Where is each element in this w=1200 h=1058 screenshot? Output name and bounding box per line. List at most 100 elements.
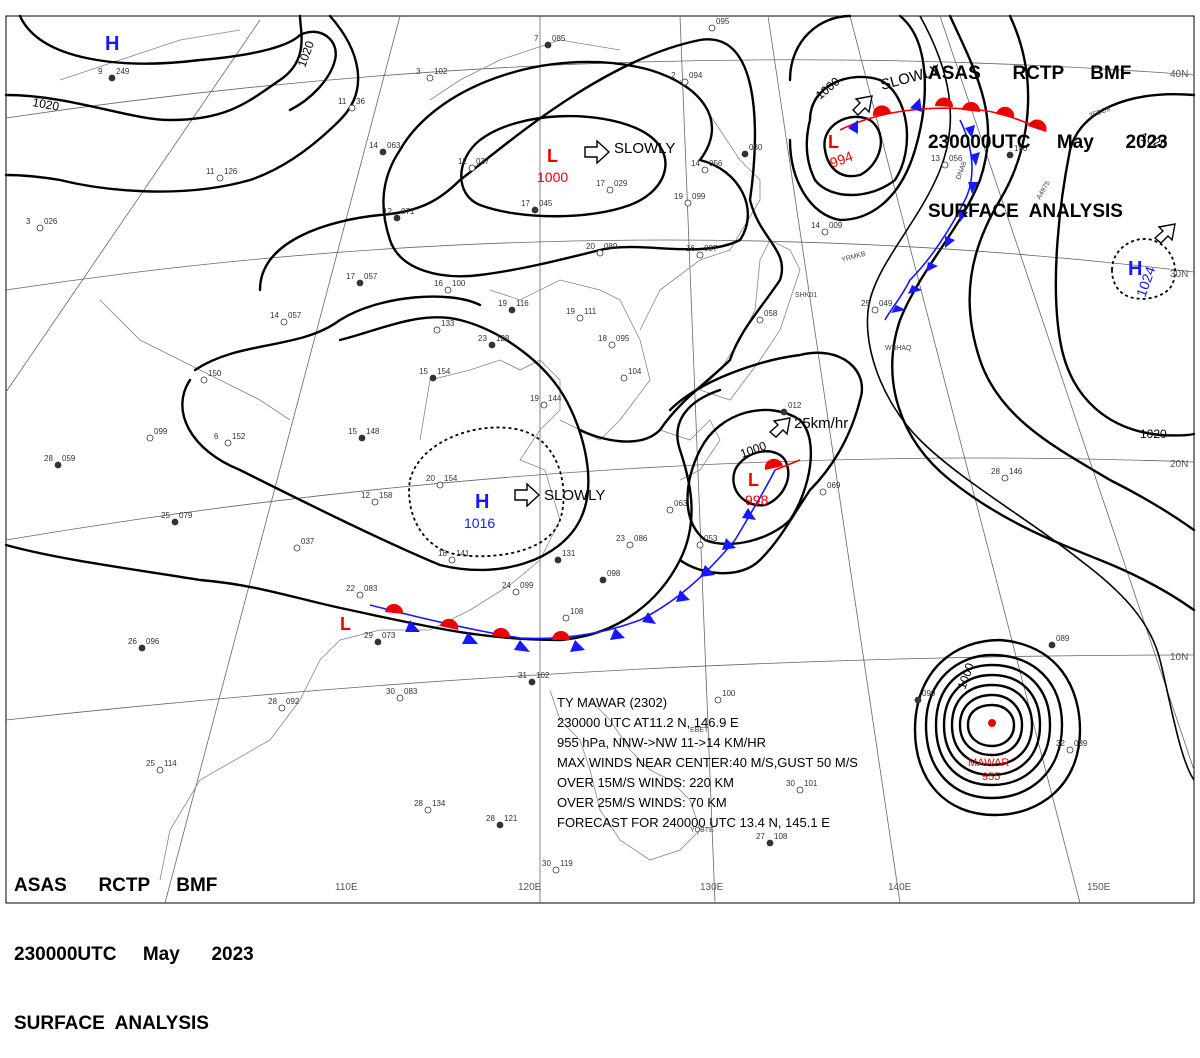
station-plot: 17 057 (346, 272, 378, 287)
isobar-kamchatka-inner (823, 115, 882, 178)
isobar-typhoon-3 (950, 683, 1034, 767)
station-pressure: 36 (356, 97, 365, 106)
station-plot: 18 095 (598, 334, 630, 349)
station-circle-icon (156, 766, 164, 774)
station-plot: 32 089 (1056, 739, 1088, 754)
station-plot: 18 141 (438, 549, 470, 564)
station-pressure: 085 (552, 34, 566, 43)
isobar-china-ring (181, 316, 590, 572)
movement-label-china: SLOWLY (544, 487, 605, 504)
station-circle-icon (540, 401, 548, 409)
station-plot: 099 (146, 427, 168, 442)
header-line-source: ASAS RCTP BMF (14, 875, 218, 896)
station-plot: 19 144 (530, 394, 562, 409)
high-center-symbol: H (475, 491, 489, 513)
station-pressure: 026 (44, 217, 58, 226)
station-temperature: 23 (478, 334, 487, 343)
station-plot: 133 (433, 319, 455, 334)
station-plot: 089 (1048, 634, 1070, 649)
station-circle-icon (371, 498, 379, 506)
station-pressure: 045 (539, 199, 553, 208)
station-plot: 11 36 (338, 97, 365, 112)
station-plot: 108 (562, 607, 584, 622)
station-circle-icon (741, 150, 749, 158)
station-circle-icon (1048, 641, 1056, 649)
station-pressure: 108 (570, 607, 584, 616)
station-plot: 27 108 (756, 832, 788, 847)
station-circle-icon (224, 439, 232, 447)
station-circle-icon (819, 488, 827, 496)
station-circle-icon (562, 614, 570, 622)
movement-arrow-china (514, 482, 541, 508)
station-pressure: 249 (116, 67, 130, 76)
station-circle-icon (146, 434, 154, 442)
station-circle-icon (512, 588, 520, 596)
station-pressure: 100 (722, 689, 736, 698)
station-circle-icon (821, 228, 829, 236)
station-temperature: 18 (438, 549, 447, 558)
station-plot: 095 (708, 17, 730, 32)
isobar-kamchatka-mid (805, 75, 909, 197)
station-pressure: 133 (441, 319, 455, 328)
station-circle-icon (393, 214, 401, 222)
station-circle-icon (171, 518, 179, 526)
station-plot: 28 121 (486, 814, 518, 829)
station-temperature: 28 (44, 454, 53, 463)
station-pressure: 126 (224, 167, 238, 176)
high-center-value: 1016 (464, 515, 495, 531)
station-circle-icon (356, 591, 364, 599)
movement-arrow-mongolia (584, 139, 611, 165)
station-temperature: 17 (346, 272, 355, 281)
movement-arrow-kamchatka (852, 95, 873, 116)
station-pressure: 141 (456, 549, 470, 558)
station-plot: 28 092 (268, 697, 300, 712)
lon-label: 150E (1087, 882, 1111, 893)
station-pressure: 049 (879, 299, 893, 308)
station-circle-icon (200, 376, 208, 384)
header-line-title: SURFACE ANALYSIS (928, 201, 1123, 222)
station-circle-icon (941, 161, 949, 169)
station-temperature: 7 (534, 34, 539, 43)
station-circle-icon (358, 434, 366, 442)
station-pressure: 057 (364, 272, 378, 281)
station-circle-icon (766, 839, 774, 847)
station-pressure: 114 (164, 759, 177, 768)
station-plot: 12 071 (383, 207, 415, 222)
station-temperature: 30 (542, 859, 551, 868)
lon-line-160e (939, 15, 1195, 771)
ship-code: YQBTE (690, 827, 714, 834)
station-pressure: 099 (154, 427, 168, 436)
low-center-symbol: L (340, 614, 351, 634)
station-plot: 17 029 (596, 179, 628, 194)
isobar-nw-loop (4, 14, 360, 193)
station-pressure: 053 (704, 534, 718, 543)
station-temperature: 18 (598, 334, 607, 343)
station-plot: 30 119 (542, 859, 573, 874)
station-temperature: 17 (596, 179, 605, 188)
isobar-mongolia-inner (460, 114, 667, 218)
station-pressure: 063 (387, 141, 401, 150)
station-temperature: 9 (98, 67, 103, 76)
station-circle-icon (429, 374, 437, 382)
high-center-symbol: H (105, 33, 119, 55)
station-temperature: 26 (128, 637, 137, 646)
station-pressure: 146 (1009, 467, 1023, 476)
station-temperature: 12 (361, 491, 370, 500)
station-plot: 100 (1006, 144, 1028, 159)
station-plot: 28 059 (44, 454, 76, 469)
station-pressure: 086 (634, 534, 648, 543)
isobar-japan-low-1000 (732, 450, 790, 507)
low-center-symbol: L (828, 132, 839, 152)
lat-line-10n (5, 654, 1195, 721)
grid-labels: 110E 120E 130E 140E 150E 40N 30N 20N 10N (335, 69, 1188, 893)
lon-label: 130E (700, 882, 724, 893)
station-pressure: 101 (804, 779, 818, 788)
station-plot: 19 116 (498, 299, 529, 314)
typhoon-info-line: MAX WINDS NEAR CENTER:40 M/S,GUST 50 M/S (557, 755, 858, 770)
isobar-east-1012 (891, 14, 1196, 612)
station-pressure: 099 (692, 192, 706, 201)
station-plot: 26 096 (128, 637, 160, 652)
station-pressure: 056 (709, 159, 723, 168)
movement-arrow-pacific (1153, 223, 1176, 244)
isobar-china-high-dashed (408, 426, 565, 558)
